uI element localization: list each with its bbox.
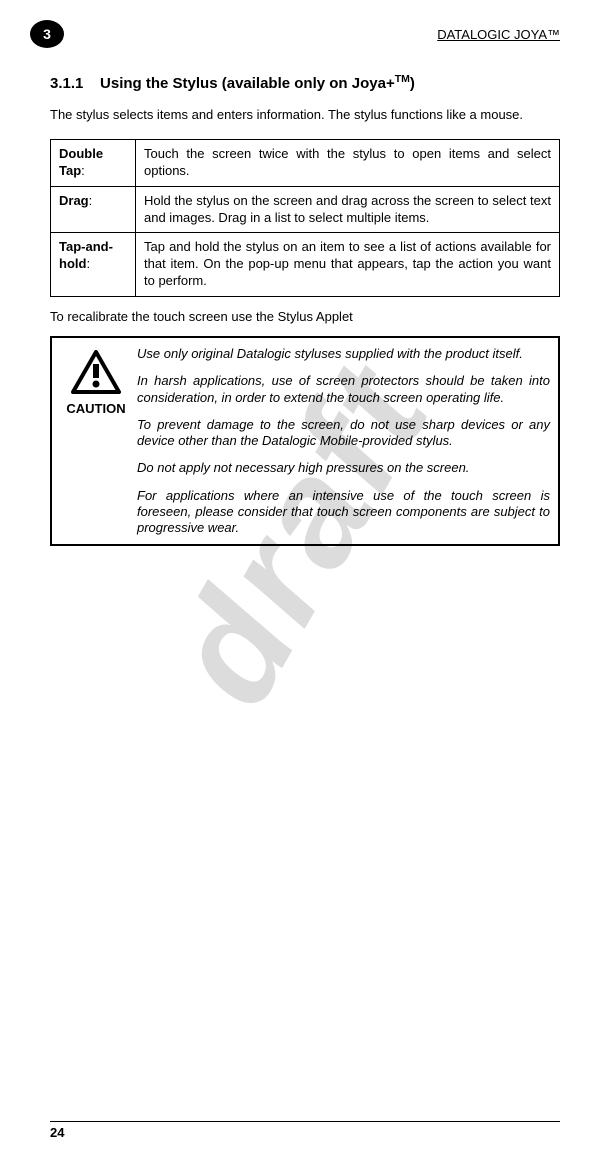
caution-box: CAUTION Use only original Datalogic styl… <box>50 336 560 546</box>
table-row: Double Tap: Touch the screen twice with … <box>51 139 560 186</box>
section-title-sup: TM <box>395 73 410 85</box>
section-title-suffix: ) <box>410 75 415 92</box>
caution-paragraph: For applications where an intensive use … <box>137 488 550 537</box>
table-row: Tap-and-hold: Tap and hold the stylus on… <box>51 233 560 297</box>
table-row: Drag: Hold the stylus on the screen and … <box>51 186 560 233</box>
caution-label: CAUTION <box>60 401 132 416</box>
stylus-actions-table: Double Tap: Touch the screen twice with … <box>50 139 560 297</box>
page-number: 24 <box>50 1125 64 1140</box>
caution-paragraph: To prevent damage to the screen, do not … <box>137 417 550 450</box>
intro-paragraph: The stylus selects items and enters info… <box>50 107 560 124</box>
recalibrate-text: To recalibrate the touch screen use the … <box>50 309 560 324</box>
footer: 24 <box>50 1121 560 1140</box>
caution-paragraph: Use only original Datalogic styluses sup… <box>137 346 550 362</box>
caution-left-column: CAUTION <box>60 346 132 536</box>
section-heading: 3.1.1 Using the Stylus (available only o… <box>50 73 560 92</box>
caution-triangle-icon <box>71 350 121 395</box>
caution-paragraph: Do not apply not necessary high pressure… <box>137 460 550 476</box>
row-label: Drag <box>59 193 89 208</box>
caution-text-column: Use only original Datalogic styluses sup… <box>132 346 550 536</box>
header-row: 3 DATALOGIC JOYA™ <box>50 20 560 48</box>
header-title: DATALOGIC JOYA™ <box>74 27 560 42</box>
section-title-prefix: Using the Stylus (available only on Joya… <box>100 75 395 92</box>
caution-paragraph: In harsh applications, use of screen pro… <box>137 373 550 406</box>
row-desc: Touch the screen twice with the stylus t… <box>136 139 560 186</box>
section-number: 3.1.1 <box>50 75 83 92</box>
row-desc: Tap and hold the stylus on an item to se… <box>136 233 560 297</box>
row-desc: Hold the stylus on the screen and drag a… <box>136 186 560 233</box>
chapter-badge: 3 <box>30 20 64 48</box>
